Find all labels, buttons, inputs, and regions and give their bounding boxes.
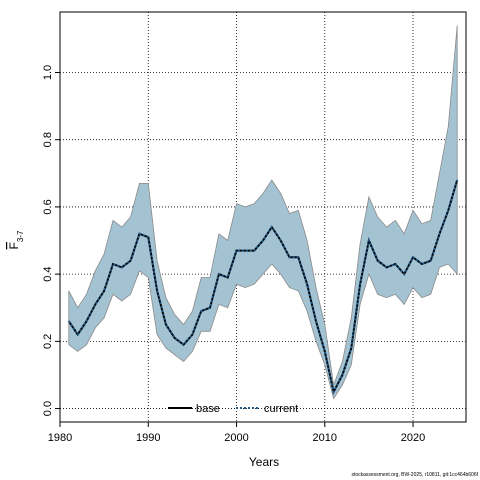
y-axis-title-main: F xyxy=(7,242,21,249)
x-tick-label: 1980 xyxy=(48,432,72,444)
footer-credit: stockassessment.org, BW-2025, r10811, gi… xyxy=(351,472,478,478)
x-tick-label: 2000 xyxy=(224,432,248,444)
series-lines xyxy=(67,179,459,395)
y-tick-label: 0.6 xyxy=(42,199,54,214)
x-tick-label: 1990 xyxy=(136,432,160,444)
x-tick-label: 2020 xyxy=(401,432,425,444)
x-tick-label: 2010 xyxy=(313,432,337,444)
y-tick-label: 0.0 xyxy=(42,401,54,416)
legend-base-label: base xyxy=(196,403,220,415)
y-tick-label: 0.8 xyxy=(42,132,54,147)
y-tick-label: 0.2 xyxy=(42,334,54,349)
y-axis-title-sub: 3-7 xyxy=(16,230,25,242)
legend: base current xyxy=(168,403,298,415)
series-current-line xyxy=(67,179,459,395)
y-tick-label: 1.0 xyxy=(42,65,54,80)
legend-current-label: current xyxy=(264,403,298,415)
y-axis-title: F3-7 xyxy=(7,230,25,249)
y-axis: 0.0 0.2 0.4 0.6 0.8 1.0 xyxy=(42,65,60,416)
y-tick-label: 0.4 xyxy=(42,266,54,281)
x-axis: 1980 1990 2000 2010 2020 xyxy=(48,422,425,444)
confidence-band xyxy=(68,25,458,400)
confidence-band-area xyxy=(68,25,458,400)
x-axis-title: Years xyxy=(249,455,279,469)
plot-frame xyxy=(59,11,467,423)
